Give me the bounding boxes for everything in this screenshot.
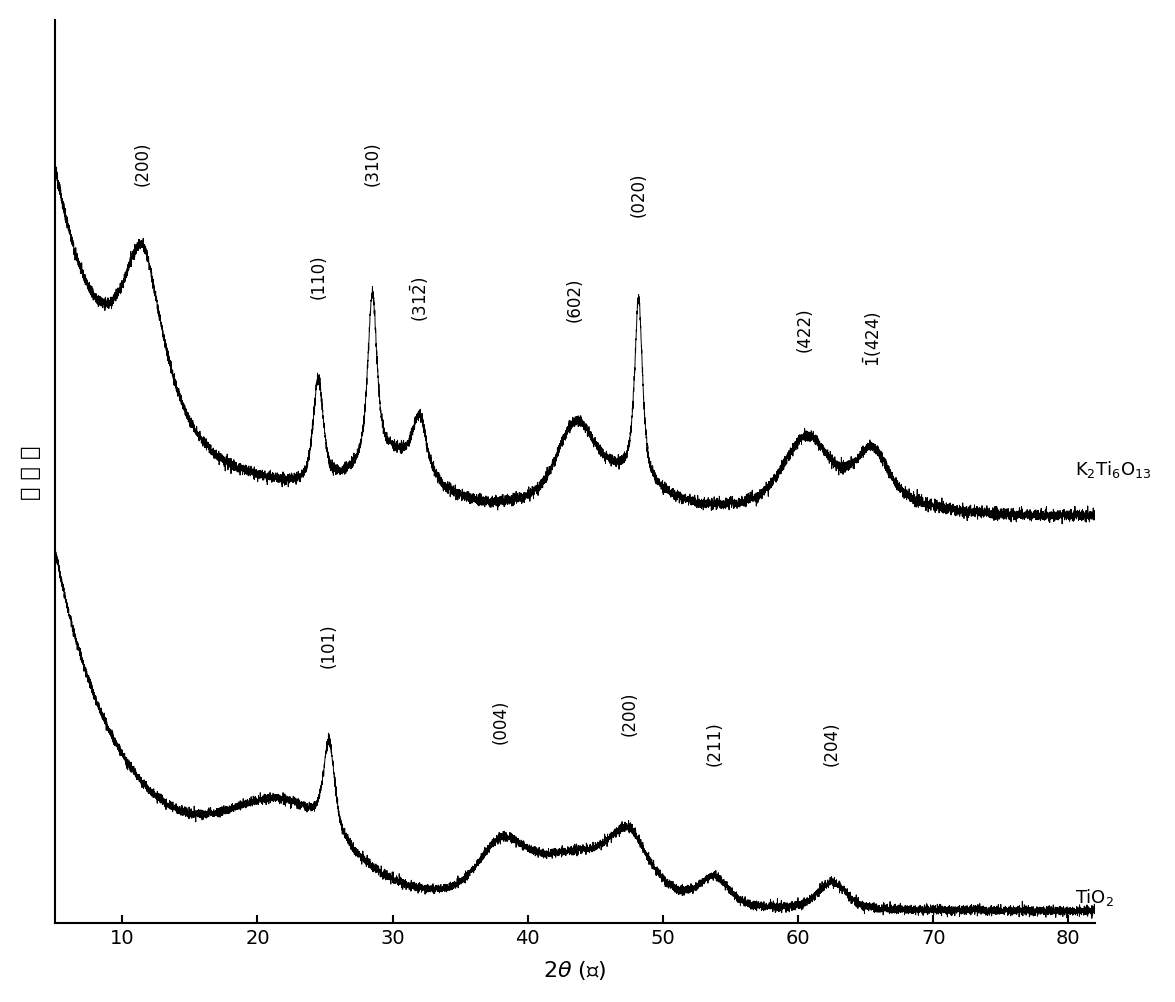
X-axis label: 2$\theta$ (度): 2$\theta$ (度) [543,958,606,981]
Text: K$_2$Ti$_6$O$_{13}$: K$_2$Ti$_6$O$_{13}$ [1075,459,1152,480]
Text: (110): (110) [309,255,328,299]
Text: (211): (211) [705,720,724,766]
Text: $\bar{1}$(424): $\bar{1}$(424) [861,311,884,367]
Text: (200): (200) [620,690,638,735]
Y-axis label: 计 数 率: 计 数 率 [21,445,41,499]
Text: (204): (204) [822,720,841,766]
Text: (310): (310) [363,141,382,186]
Text: (31$\bar{2}$): (31$\bar{2}$) [409,277,431,322]
Text: (020): (020) [630,172,647,216]
Text: (004): (004) [491,698,510,742]
Text: (602): (602) [566,278,584,322]
Text: (101): (101) [320,623,338,667]
Text: (422): (422) [795,308,814,352]
Text: TiO$_2$: TiO$_2$ [1075,886,1114,907]
Text: (200): (200) [134,142,152,186]
